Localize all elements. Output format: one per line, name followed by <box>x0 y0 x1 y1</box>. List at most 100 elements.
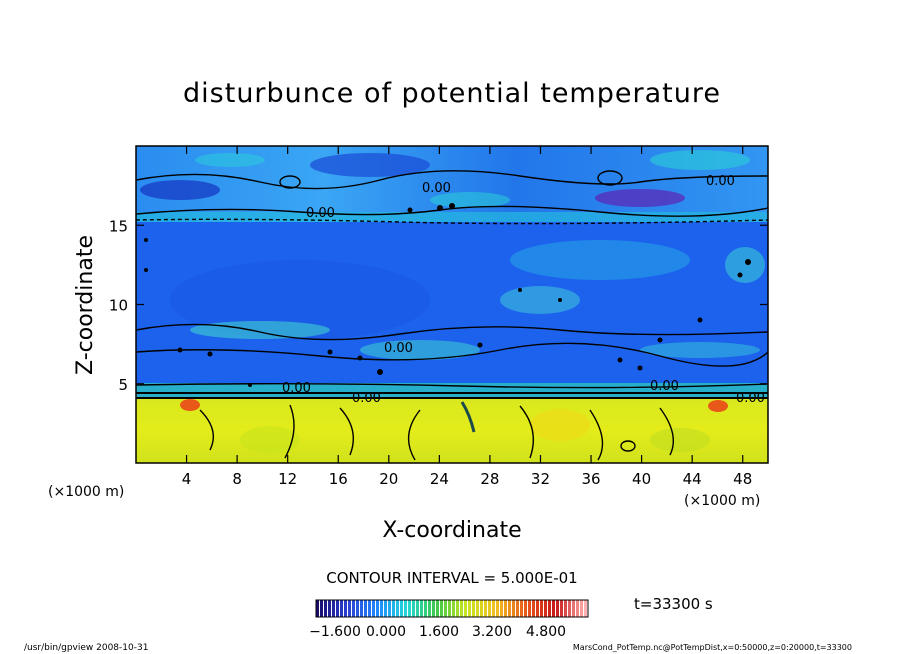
colorbar-swatch <box>356 600 359 617</box>
x-tick-label: 36 <box>581 470 600 488</box>
x-tick-label: 44 <box>683 470 702 488</box>
y-axis: 5 10 15 <box>109 217 768 394</box>
colorbar-tick-label: 0.000 <box>366 624 406 640</box>
contour-label: 0.00 <box>384 341 413 356</box>
colorbar-swatch <box>424 600 427 617</box>
colorbar-swatch <box>412 600 415 617</box>
colorbar-swatch <box>556 600 559 617</box>
contour-label: 0.00 <box>306 206 335 221</box>
colorbar-swatch <box>472 600 475 617</box>
x-tick-label: 12 <box>278 470 297 488</box>
colorbar-swatch <box>388 600 391 617</box>
colorbar-swatch <box>468 600 471 617</box>
contour-speckles <box>144 203 751 387</box>
colorbar-swatch <box>580 600 583 617</box>
colorbar-swatch <box>508 600 511 617</box>
colorbar-swatch <box>496 600 499 617</box>
colorbar-swatch <box>368 600 371 617</box>
x-tick-label: 4 <box>182 470 192 488</box>
contour-label: 0.00 <box>650 379 679 394</box>
colorbar-swatch <box>564 600 567 617</box>
colorbar-swatch <box>352 600 355 617</box>
contour-label: 0.00 <box>282 381 311 396</box>
colorbar-swatch <box>488 600 491 617</box>
colorbar-swatch <box>484 600 487 617</box>
x-tick-label: 28 <box>480 470 499 488</box>
colorbar-tick-labels: −1.600 0.000 1.600 3.200 4.800 <box>309 624 566 640</box>
colorbar-swatch <box>340 600 343 617</box>
colorbar-swatch <box>452 600 455 617</box>
footer-right: MarsCond_PotTemp.nc@PotTempDist,x=0:5000… <box>573 643 852 652</box>
y-tick-label: 15 <box>109 217 128 235</box>
colorbar-swatch <box>512 600 515 617</box>
x-axis-unit: (×1000 m) <box>684 493 760 509</box>
colorbar-swatch <box>568 600 571 617</box>
contour-interval: CONTOUR INTERVAL = 5.000E-01 <box>326 569 577 587</box>
colorbar-swatch <box>408 600 411 617</box>
colorbar-swatch <box>476 600 479 617</box>
colorbar-swatch <box>536 600 539 617</box>
colorbar-swatch <box>372 600 375 617</box>
colorbar-swatch <box>384 600 387 617</box>
colorbar-swatch <box>444 600 447 617</box>
x-axis: 4 8 12 16 20 24 28 32 36 40 44 48 <box>182 146 752 488</box>
x-tick-label: 40 <box>632 470 651 488</box>
colorbar-swatch <box>524 600 527 617</box>
colorbar-swatch <box>492 600 495 617</box>
colorbar-tick-label: 1.600 <box>419 624 459 640</box>
colorbar-swatch <box>456 600 459 617</box>
x-tick-label: 48 <box>733 470 752 488</box>
colorbar-swatch <box>400 600 403 617</box>
colorbar-swatch <box>544 600 547 617</box>
x-tick-label: 20 <box>379 470 398 488</box>
colorbar-swatch <box>480 600 483 617</box>
contour-label: 0.00 <box>352 391 381 406</box>
contour-value-labels: 0.00 0.00 0.00 0.00 0.00 0.00 0.00 0.00 <box>282 174 765 406</box>
y-axis-unit: (×1000 m) <box>48 484 124 500</box>
x-tick-label: 16 <box>329 470 348 488</box>
colorbar-tick-label: 4.800 <box>526 624 566 640</box>
x-tick-label: 8 <box>232 470 242 488</box>
colorbar-swatch <box>532 600 535 617</box>
colorbar-swatch <box>572 600 575 617</box>
colorbar-swatch <box>576 600 579 617</box>
colorbar-swatch <box>520 600 523 617</box>
colorbar-swatch <box>504 600 507 617</box>
time-label: t=33300 s <box>634 595 713 613</box>
x-axis-label: X-coordinate <box>382 518 521 543</box>
colorbar-swatch <box>392 600 395 617</box>
contour-label: 0.00 <box>706 174 735 189</box>
footer-left: /usr/bin/gpview 2008-10-31 <box>24 643 148 653</box>
colorbar-swatch <box>316 600 319 617</box>
colorbar-swatch <box>324 600 327 617</box>
colorbar: −1.600 0.000 1.600 3.200 4.800 <box>309 599 589 640</box>
contour-lines <box>136 170 768 461</box>
colorbar-swatch <box>376 600 379 617</box>
colorbar-swatch <box>436 600 439 617</box>
colorbar-swatch <box>528 600 531 617</box>
colorbar-swatch <box>548 600 551 617</box>
colorbar-swatch <box>404 600 407 617</box>
chart-title: disturbunce of potential temperature <box>183 78 721 109</box>
colorbar-swatch <box>416 600 419 617</box>
colorbar-tick-label: −1.600 <box>309 624 361 640</box>
colorbar-swatch <box>344 600 347 617</box>
colorbar-swatch <box>432 600 435 617</box>
colorbar-swatch <box>440 600 443 617</box>
y-axis-label: Z-coordinate <box>73 235 98 375</box>
colorbar-swatch <box>420 600 423 617</box>
y-tick-label: 10 <box>109 297 128 315</box>
colorbar-swatch <box>460 600 463 617</box>
colorbar-swatch <box>328 600 331 617</box>
contour-label: 0.00 <box>422 181 451 196</box>
colorbar-swatch <box>396 600 399 617</box>
colorbar-swatch <box>560 600 563 617</box>
heatmap-field: 0.00 0.00 0.00 0.00 0.00 0.00 0.00 0.00 <box>136 146 768 463</box>
colorbar-swatch <box>540 600 543 617</box>
colorbar-swatch <box>448 600 451 617</box>
colorbar-swatch <box>320 600 323 617</box>
colorbar-swatch <box>584 600 587 617</box>
colorbar-swatch <box>516 600 519 617</box>
colorbar-swatch <box>332 600 335 617</box>
